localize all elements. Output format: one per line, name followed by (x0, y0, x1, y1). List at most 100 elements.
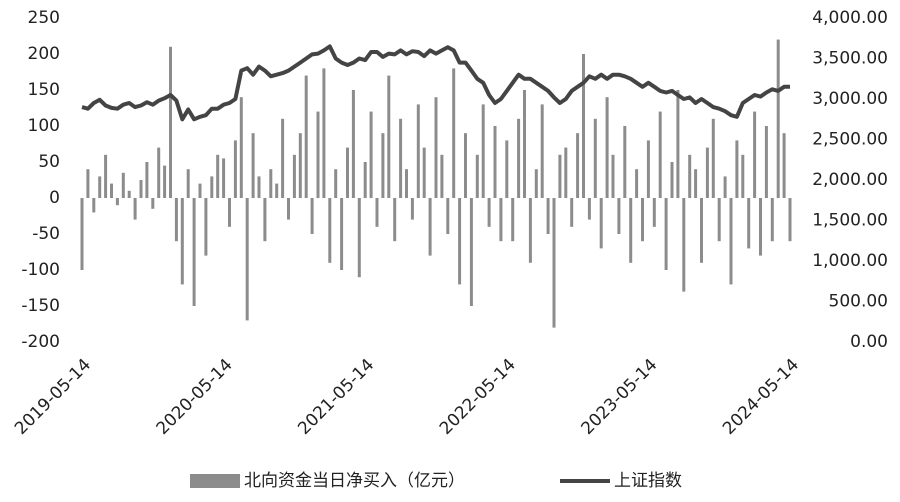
bar (257, 176, 261, 198)
y-tick-label: -200 (21, 332, 60, 352)
bar (410, 198, 414, 220)
bar (316, 111, 320, 198)
bar (558, 154, 562, 198)
y2-tick-label: 0.00 (850, 332, 888, 352)
bar (705, 147, 709, 198)
bar (576, 133, 580, 198)
bar (310, 198, 314, 234)
bar (216, 154, 220, 198)
x-tick-label: 2023-05-14 (577, 355, 661, 439)
bar (676, 90, 680, 198)
bar (387, 75, 391, 198)
bar (700, 198, 703, 263)
bar (729, 198, 733, 285)
bar (682, 198, 686, 292)
bar (711, 118, 715, 198)
bar (163, 165, 167, 198)
bar (428, 198, 432, 256)
y2-tick-label: 3,000.00 (812, 89, 888, 109)
bar (534, 169, 538, 198)
bar (269, 169, 273, 198)
bar (334, 169, 338, 198)
bar (629, 198, 633, 263)
bar (741, 154, 745, 198)
bar (192, 198, 196, 306)
bar (393, 198, 397, 242)
bar (540, 104, 544, 198)
y-tick-label: -100 (21, 260, 60, 280)
bar (493, 126, 497, 198)
bar (670, 162, 674, 198)
x-tick-label: 2024-05-14 (719, 355, 803, 439)
bar (570, 198, 574, 227)
bar (546, 198, 550, 234)
bar (127, 190, 131, 198)
bar (157, 147, 161, 198)
bar (440, 154, 444, 198)
bar (458, 198, 462, 285)
bar (375, 198, 379, 227)
bar (759, 198, 762, 256)
bar (145, 162, 149, 198)
y2-tick-label: 500.00 (829, 292, 888, 312)
bar (623, 126, 627, 198)
bar (599, 198, 603, 249)
bar (735, 140, 739, 198)
bar (452, 68, 456, 199)
bar (446, 198, 450, 234)
bar (298, 133, 302, 198)
bar (517, 118, 521, 198)
bar (245, 198, 249, 321)
y-tick-label: 0 (49, 188, 60, 208)
bar (753, 111, 757, 198)
bar (169, 46, 172, 198)
bar (552, 198, 556, 328)
bar (564, 147, 568, 198)
bar (86, 169, 90, 198)
bar (782, 133, 786, 198)
bar (723, 176, 727, 198)
bar (617, 198, 621, 234)
bar (281, 118, 285, 198)
bar (434, 97, 438, 198)
bar (340, 198, 344, 270)
bar (717, 198, 721, 242)
bar (487, 198, 491, 227)
bar (499, 198, 503, 242)
bar (764, 126, 768, 198)
bar (92, 198, 96, 213)
bar (239, 97, 243, 198)
y-tick-label: 100 (28, 116, 60, 136)
bar (369, 111, 373, 198)
legend-label: 上证指数 (614, 471, 682, 491)
bar (664, 198, 668, 270)
y-tick-label: 50 (38, 152, 60, 172)
bar (198, 183, 202, 198)
x-tick-label: 2019-05-14 (11, 355, 95, 439)
x-tick-label: 2022-05-14 (436, 355, 520, 439)
bar (263, 198, 267, 242)
bar (292, 154, 296, 198)
bar (222, 158, 226, 198)
y2-tick-label: 2,000.00 (812, 170, 888, 190)
bar (304, 75, 308, 198)
bar (587, 198, 591, 220)
bar (611, 154, 615, 198)
y2-tick-label: 4,000.00 (812, 8, 888, 28)
bar (646, 140, 650, 198)
legend-swatch (190, 474, 240, 488)
bar (328, 198, 332, 263)
bar (528, 198, 532, 263)
bar (605, 97, 609, 198)
bar (582, 54, 585, 198)
bar (115, 198, 119, 206)
bar (104, 154, 108, 198)
bar (133, 198, 137, 220)
bar (481, 104, 485, 198)
bar (523, 90, 526, 198)
index-line (81, 44, 790, 122)
bar (770, 198, 774, 242)
bar (98, 176, 102, 198)
y2-tick-label: 1,500.00 (812, 211, 888, 231)
